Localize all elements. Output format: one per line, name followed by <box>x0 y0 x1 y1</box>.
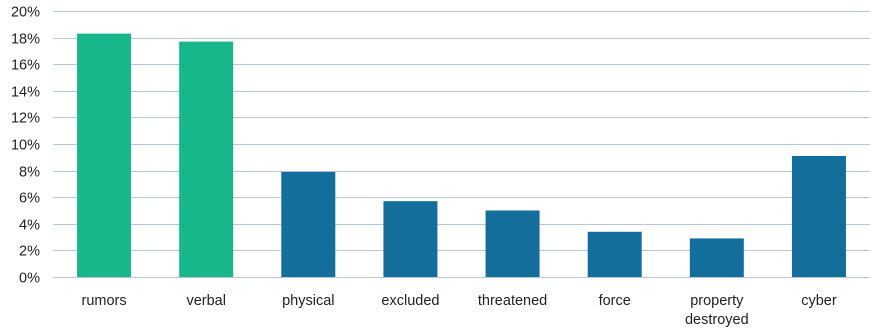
y-tick-label: 2% <box>19 244 40 260</box>
x-category-label: force <box>599 293 631 309</box>
x-category-label: excluded <box>381 293 439 309</box>
y-axis-tick-labels: 0% 2% 4% 6% 8% 10% 12% 14% 16% 18% 20% <box>11 5 40 287</box>
bar-property-destroyed <box>689 238 744 277</box>
bar-verbal <box>179 41 234 278</box>
y-tick-label: 20% <box>11 5 40 21</box>
gridlines <box>53 11 870 278</box>
x-category-label: rumors <box>82 293 127 309</box>
bar-threatened <box>485 210 540 277</box>
y-tick-label: 4% <box>19 218 40 234</box>
y-tick-label: 10% <box>11 138 40 154</box>
bars <box>77 33 846 278</box>
y-tick-label: 12% <box>11 111 40 127</box>
y-tick-label: 8% <box>19 165 40 181</box>
bar-cyber <box>791 155 846 277</box>
y-tick-label: 0% <box>19 271 40 287</box>
x-category-label: verbal <box>186 293 226 309</box>
x-category-label: threatened <box>478 293 547 309</box>
bar-rumors <box>77 33 132 277</box>
x-category-label: property destroyed <box>685 293 749 328</box>
y-tick-label: 14% <box>11 85 40 101</box>
x-category-label: cyber <box>801 293 837 309</box>
y-tick-label: 6% <box>19 191 40 207</box>
bar-force <box>587 231 642 277</box>
bar-excluded <box>383 201 438 277</box>
x-category-label: physical <box>282 293 334 309</box>
y-tick-label: 18% <box>11 32 40 48</box>
x-axis-category-labels: rumors verbal physical excluded threatened fo… <box>82 293 837 328</box>
y-tick-label: 16% <box>11 58 40 74</box>
bar-physical <box>281 171 336 277</box>
